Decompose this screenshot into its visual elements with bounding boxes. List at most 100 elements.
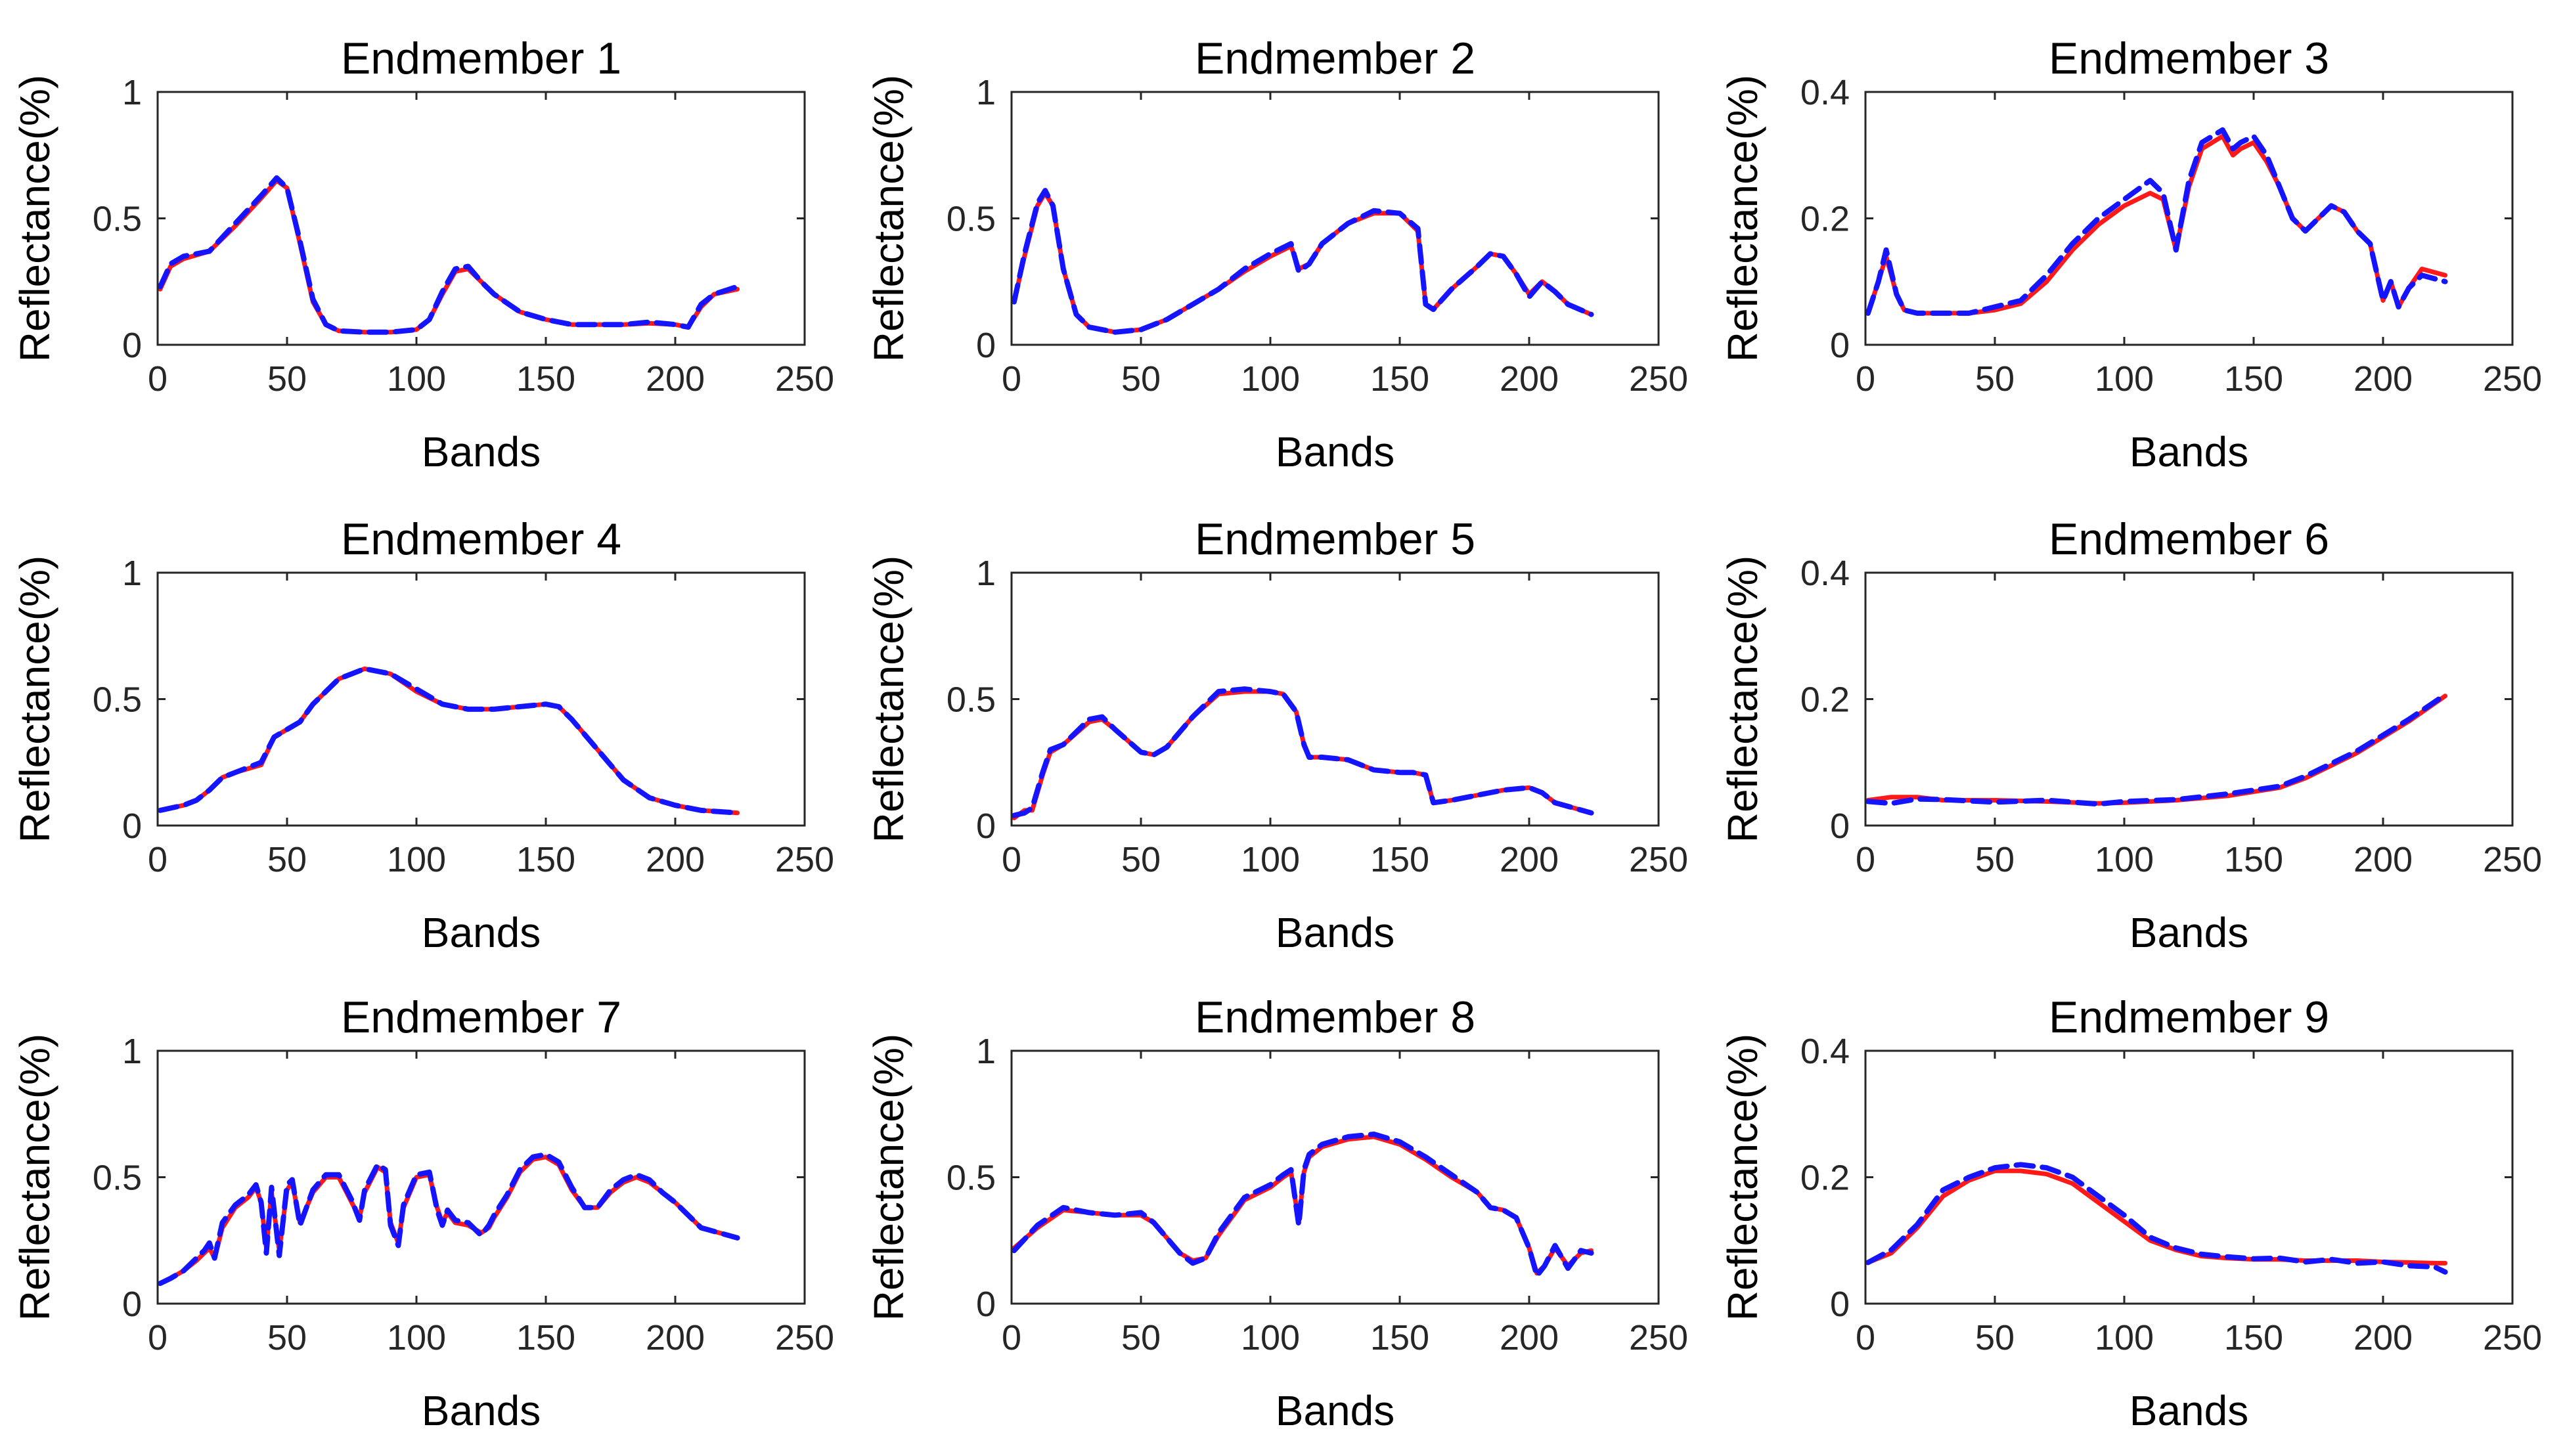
panel-6-ytick-label: 0.4 [1800,554,1850,593]
panel-3-xtick-label: 0 [1856,359,1875,399]
panel-2-ylabel: Reflectance(%) [865,75,912,363]
panel-8-xtick-label: 50 [1121,1318,1161,1357]
panel-5-ytick-label: 0 [976,806,996,846]
panel-4-xtick-label: 200 [646,840,705,879]
panel-4-ytick-label: 0.5 [93,680,142,720]
panel-9-ytick-label: 0.2 [1800,1158,1850,1198]
panel-8-ylabel: Reflectance(%) [865,1034,912,1321]
panel-5-axes-box [1010,571,1660,827]
panel-9-ytick-label: 0 [1830,1285,1850,1324]
panel-6-xtick-label: 250 [2483,840,2542,879]
panel-7-xtick-label: 0 [148,1318,167,1357]
panel-5-xtick-label: 200 [1500,840,1559,879]
panel-3-title: Endmember 3 [2049,33,2329,83]
panel-8-axes-box [1010,1049,1660,1305]
panel-2-ytick-label: 1 [976,73,996,112]
panel-3-true-line [1865,133,2448,316]
panel-7-ylabel: Reflectance(%) [11,1034,58,1321]
panel-7-xtick-label: 150 [516,1318,575,1357]
panel-8-xtick-label: 250 [1629,1318,1688,1357]
panel-3-ytick-label: 0.4 [1800,73,1850,112]
panel-1-xtick-label: 200 [646,359,705,399]
panel-5-ytick-label: 1 [976,554,996,593]
panel-4-ytick-label: 0 [122,806,142,846]
panel-5-xtick-label: 150 [1370,840,1429,879]
panel-7-xtick-label: 100 [387,1318,446,1357]
panel-4-axes-box [156,571,806,827]
panel-7: Endmember 7 0 50 100 150 200 250 0 0.5 1 Bands Refl… [11,992,834,1434]
panel-1-ytick-label: 0 [122,326,142,365]
panel-7-true-line [158,1155,740,1286]
panel-6-ylabel: Reflectance(%) [1719,556,1766,843]
panel-1-ytick-label: 0.5 [93,200,142,239]
panel-8-title: Endmember 8 [1195,992,1475,1042]
panel-1-xtick-label: 0 [148,359,167,399]
panel-6-xtick-label: 200 [2353,840,2413,879]
panel-3-estimated-line [1865,127,2448,316]
panel-4-title: Endmember 4 [341,514,621,564]
panel-7-ytick-label: 0 [122,1285,142,1324]
panel-6-xtick-label: 50 [1975,840,2015,879]
panel-3-xtick-label: 250 [2483,359,2542,399]
panel-7-ytick-label: 1 [122,1032,142,1071]
panel-3-xtick-label: 100 [2095,359,2154,399]
panel-2-xtick-label: 50 [1121,359,1161,399]
panel-7-xlabel: Bands [422,1387,541,1434]
panel-9-ytick-label: 0.4 [1800,1032,1850,1071]
panel-4-xlabel: Bands [422,909,541,956]
panel-7-axes-box [156,1049,806,1305]
panel-1-xlabel: Bands [422,428,541,475]
panel-4-xtick-label: 150 [516,840,575,879]
panel-3-ylabel: Reflectance(%) [1719,75,1766,363]
panel-3-ytick-label: 0.2 [1800,200,1850,239]
panel-9-xtick-label: 0 [1856,1318,1875,1357]
panel-7-xtick-label: 50 [267,1318,307,1357]
panel-2-estimated-line [1011,188,1594,335]
panel-9-estimated-line [1865,1162,2448,1275]
panel-1-axes-box [156,91,806,346]
panel-9-xlabel: Bands [2130,1387,2248,1434]
panel-1: Endmember 1 0 50 100 150 200 250 0 0.5 1 Bands Refl… [11,33,834,475]
panel-9-xtick-label: 100 [2095,1318,2154,1357]
panel-6-ytick-label: 0 [1830,806,1850,846]
panel-1-title: Endmember 1 [341,33,621,83]
panel-2-xtick-label: 250 [1629,359,1688,399]
panel-6-xlabel: Bands [2130,909,2248,956]
panel-8-estimated-line [1011,1132,1594,1279]
panel-4-xtick-label: 0 [148,840,167,879]
panel-2-xlabel: Bands [1276,428,1394,475]
panel-5: Endmember 5 0 50 100 150 200 250 0 0.5 1 Bands Refl… [865,514,1688,956]
panel-2-axes-box [1010,91,1660,346]
panel-7-estimated-line [157,1151,740,1287]
panel-5-xlabel: Bands [1276,909,1394,956]
panel-1-ytick-label: 1 [122,73,142,112]
panel-1-xtick-label: 100 [387,359,446,399]
panel-2-xtick-label: 200 [1500,359,1559,399]
panel-6-axes-box [1864,571,2514,827]
panel-8: Endmember 8 0 50 100 150 200 250 0 0.5 1 Bands Refl… [865,992,1688,1434]
panel-9: Endmember 9 0 50 100 150 200 250 0 0.2 0.4 Bands Re… [1719,992,2542,1434]
panel-6-ytick-label: 0.2 [1800,680,1850,720]
panel-1-xtick-label: 50 [267,359,307,399]
panel-8-ytick-label: 1 [976,1032,996,1071]
panel-3-xtick-label: 200 [2353,359,2413,399]
panel-6-xtick-label: 100 [2095,840,2154,879]
panel-7-title: Endmember 7 [341,992,621,1042]
panel-8-xtick-label: 100 [1241,1318,1300,1357]
panel-8-ytick-label: 0 [976,1285,996,1324]
panel-8-xtick-label: 150 [1370,1318,1429,1357]
panel-7-xtick-label: 250 [775,1318,834,1357]
panel-2-xtick-label: 150 [1370,359,1429,399]
panel-1-xtick-label: 250 [775,359,834,399]
panel-7-xtick-label: 200 [646,1318,705,1357]
panel-4-xtick-label: 50 [267,840,307,879]
panel-6-xtick-label: 150 [2224,840,2283,879]
panel-9-xtick-label: 250 [2483,1318,2542,1357]
panel-8-ytick-label: 0.5 [947,1158,996,1198]
panel-3-xlabel: Bands [2130,428,2248,475]
panel-4-true-line [158,666,740,816]
panel-9-xtick-label: 200 [2353,1318,2413,1357]
panel-9-ylabel: Reflectance(%) [1719,1034,1766,1321]
panel-1-xtick-label: 150 [516,359,575,399]
